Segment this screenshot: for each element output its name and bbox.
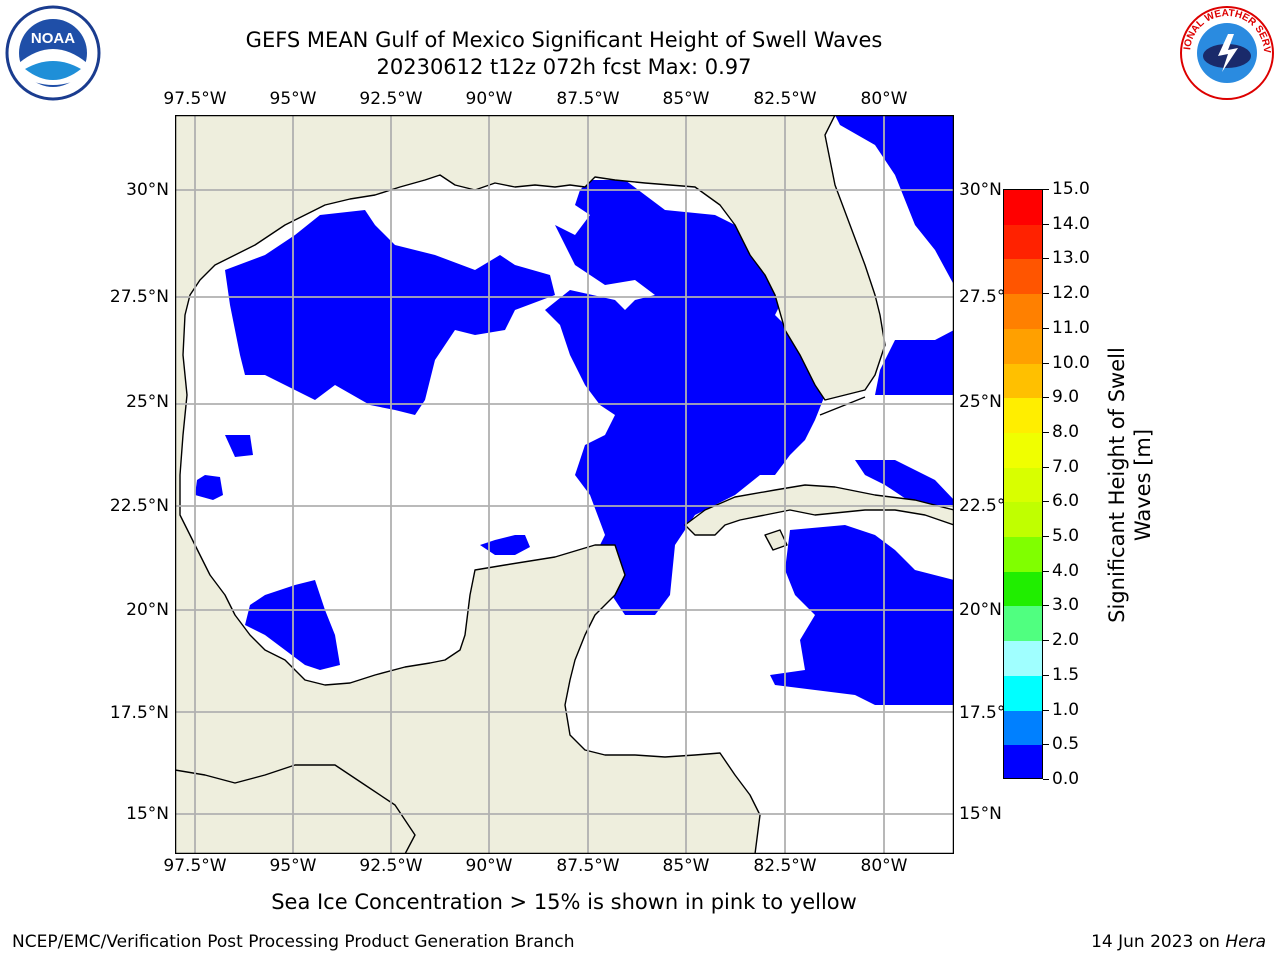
colorbar-tick-mark — [1043, 397, 1049, 399]
noaa-logo: NOAA — [5, 5, 101, 101]
lon-label-top: 85°W — [662, 89, 710, 109]
colorbar — [1003, 189, 1043, 779]
lon-label-bottom: 97.5°W — [163, 856, 227, 876]
colorbar-tick-label: 3.0 — [1052, 595, 1080, 616]
colorbar-segment — [1004, 606, 1042, 643]
colorbar-tick-mark — [1043, 362, 1049, 364]
colorbar-tick-label: 5.0 — [1052, 526, 1080, 547]
colorbar-tick-label: 1.0 — [1052, 699, 1080, 720]
colorbar-label: Significant Height of Swell Waves [m] — [1105, 347, 1155, 623]
lon-label-bottom: 95°W — [269, 856, 317, 876]
colorbar-segment — [1004, 328, 1042, 365]
colorbar-tick-label: 0.0 — [1052, 769, 1080, 789]
lon-label-top: 90°W — [465, 89, 513, 109]
colorbar-segment — [1004, 641, 1042, 677]
colorbar-tick-label: 11.0 — [1052, 317, 1090, 338]
colorbar-tick-label: 6.0 — [1052, 491, 1080, 512]
colorbar-tick-mark — [1043, 570, 1049, 572]
colorbar-segment — [1004, 467, 1042, 504]
colorbar-tick-label: 14.0 — [1052, 213, 1090, 234]
colorbar-segment — [1004, 675, 1042, 712]
colorbar-segment — [1004, 224, 1042, 261]
colorbar-segment — [1004, 502, 1042, 539]
colorbar-tick-mark — [1043, 709, 1049, 711]
colorbar-segment — [1004, 432, 1042, 469]
colorbar-tick-label: 9.0 — [1052, 387, 1080, 408]
colorbar-tick-mark — [1043, 779, 1049, 780]
lat-label-left: 20°N — [126, 600, 169, 620]
colorbar-segment — [1004, 710, 1042, 747]
colorbar-segment — [1004, 294, 1042, 330]
lon-label-bottom: 82.5°W — [753, 856, 817, 876]
lat-label-left: 27.5°N — [109, 287, 169, 307]
lat-label-right: 30°N — [959, 180, 1002, 200]
lon-label-bottom: 92.5°W — [359, 856, 423, 876]
colorbar-tick-mark — [1043, 189, 1049, 190]
lon-label-bottom: 87.5°W — [556, 856, 620, 876]
lon-label-top: 82.5°W — [753, 89, 817, 109]
svg-text:NOAA: NOAA — [31, 30, 75, 47]
lon-label-bottom: 90°W — [465, 856, 513, 876]
colorbar-tick-mark — [1043, 536, 1049, 538]
colorbar-segment — [1004, 363, 1042, 400]
lat-label-right: 20°N — [959, 600, 1002, 620]
colorbar-tick-label: 2.0 — [1052, 630, 1080, 651]
colorbar-tick-mark — [1043, 293, 1049, 295]
lat-label-left: 17.5°N — [109, 703, 169, 723]
map-panel — [175, 115, 954, 854]
colorbar-tick-label: 0.5 — [1052, 734, 1080, 755]
colorbar-tick-label: 8.0 — [1052, 421, 1080, 442]
colorbar-tick-mark — [1043, 674, 1049, 676]
nws-logo: NATIONAL WEATHER SERVICE — [1174, 0, 1276, 102]
colorbar-tick-label: 4.0 — [1052, 560, 1080, 581]
chart-title: GEFS MEAN Gulf of Mexico Significant Hei… — [245, 28, 883, 52]
lat-label-right: 25°N — [959, 392, 1002, 412]
colorbar-tick-mark — [1043, 431, 1049, 433]
colorbar-segment — [1004, 571, 1042, 608]
colorbar-tick-label: 15.0 — [1052, 179, 1090, 199]
land-masses — [175, 115, 954, 854]
lat-label-left: 22.5°N — [109, 496, 169, 516]
colorbar-tick-label: 13.0 — [1052, 248, 1090, 269]
colorbar-tick-mark — [1043, 223, 1049, 225]
colorbar-tick-mark — [1043, 327, 1049, 329]
lon-label-bottom: 80°W — [860, 856, 908, 876]
colorbar-segment — [1004, 745, 1042, 778]
lon-label-top: 87.5°W — [556, 89, 620, 109]
colorbar-segment — [1004, 259, 1042, 296]
colorbar-tick-mark — [1043, 640, 1049, 642]
chart-subtitle: 20230612 t12z 072h fcst Max: 0.97 — [376, 55, 752, 79]
lon-label-top: 97.5°W — [163, 89, 227, 109]
colorbar-tick-label: 10.0 — [1052, 352, 1090, 373]
colorbar-tick-mark — [1043, 744, 1049, 746]
colorbar-tick-mark — [1043, 501, 1049, 503]
colorbar-segment — [1004, 537, 1042, 573]
lat-label-left: 15°N — [126, 804, 169, 824]
ice-note: Sea Ice Concentration > 15% is shown in … — [271, 890, 857, 914]
lon-label-top: 95°W — [269, 89, 317, 109]
lon-label-bottom: 85°W — [662, 856, 710, 876]
colorbar-tick-label: 12.0 — [1052, 283, 1090, 304]
colorbar-tick-mark — [1043, 466, 1049, 468]
colorbar-segment — [1004, 190, 1042, 226]
lat-label-right: 15°N — [959, 804, 1002, 824]
footer-date: 14 Jun 2023 on Hera — [1091, 932, 1266, 952]
colorbar-segment — [1004, 398, 1042, 434]
lat-label-left: 30°N — [126, 180, 169, 200]
lat-label-left: 25°N — [126, 392, 169, 412]
gridlines — [175, 115, 954, 854]
colorbar-tick-label: 1.5 — [1052, 664, 1080, 685]
lon-label-top: 92.5°W — [359, 89, 423, 109]
footer-credit: NCEP/EMC/Verification Post Processing Pr… — [12, 932, 575, 952]
footer-machine: Hera — [1225, 932, 1266, 952]
colorbar-tick-label: 7.0 — [1052, 456, 1080, 477]
footer-date-text: 14 Jun 2023 on — [1091, 932, 1226, 952]
lon-label-top: 80°W — [860, 89, 908, 109]
colorbar-tick-mark — [1043, 258, 1049, 260]
colorbar-tick-mark — [1043, 605, 1049, 607]
